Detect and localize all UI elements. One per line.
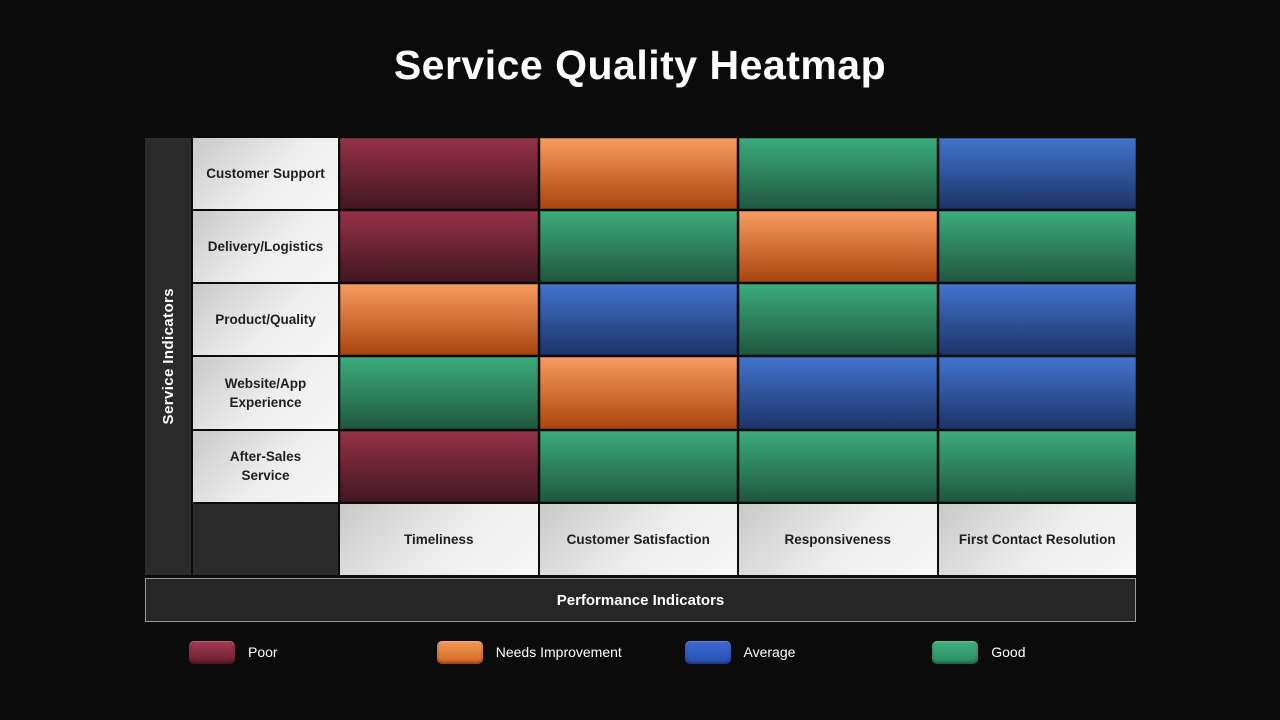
- heatmap-cell: [340, 138, 538, 210]
- heatmap-cell: [938, 211, 1136, 283]
- legend-swatch-good: [932, 640, 979, 664]
- legend-item: Good: [888, 640, 1136, 664]
- heatmap-cell: [739, 211, 937, 283]
- heatmap-cell: [539, 211, 737, 283]
- heatmap-cell: [938, 284, 1136, 356]
- column-label: Customer Satisfaction: [539, 503, 737, 575]
- row-label: Customer Support: [193, 138, 338, 210]
- page-title: Service Quality Heatmap: [393, 42, 887, 88]
- legend-item: Poor: [145, 640, 393, 664]
- heatmap-cell: [539, 138, 737, 210]
- legend-label: Poor: [248, 644, 278, 660]
- heatmap-cell: [340, 211, 538, 283]
- heatmap-cell: [340, 430, 538, 502]
- legend-swatch-poor: [189, 640, 235, 664]
- y-axis-label: Service Indicators: [159, 288, 177, 425]
- legend-item: Average: [641, 640, 889, 664]
- legend-label: Good: [991, 644, 1026, 660]
- row-label: Delivery/Logistics: [193, 211, 338, 283]
- legend-label: Needs Improvement: [495, 644, 622, 660]
- column-label: Timeliness: [340, 503, 538, 575]
- legend-swatch-needs-improvement: [436, 640, 483, 664]
- column-label: Responsiveness: [739, 503, 937, 575]
- heatmap-cell: [938, 138, 1136, 210]
- corner-cell: [193, 503, 338, 575]
- row-label: Website/App Experience: [193, 357, 338, 429]
- legend-item: Needs Improvement: [393, 640, 641, 664]
- row-label: After-Sales Service: [193, 430, 338, 502]
- heatmap-cell: [340, 357, 538, 429]
- x-axis-label: Performance Indicators: [556, 591, 725, 609]
- heatmap-grid: Service Indicators Customer Support Deliv…: [145, 138, 1136, 575]
- legend: Poor Needs Improvement Average Good: [145, 638, 1136, 666]
- heatmap-cell: [539, 430, 737, 502]
- column-label: First Contact Resolution: [938, 503, 1136, 575]
- heatmap-cell: [938, 430, 1136, 502]
- heatmap-cell: [539, 284, 737, 356]
- heatmap-cell: [739, 430, 937, 502]
- heatmap-cell: [739, 138, 937, 210]
- x-axis-band: Performance Indicators: [145, 578, 1136, 622]
- heatmap-cell: [340, 284, 538, 356]
- heatmap-cell: [938, 357, 1136, 429]
- heatmap-cell: [739, 284, 937, 356]
- legend-swatch-average: [684, 640, 731, 664]
- legend-label: Average: [743, 644, 796, 660]
- y-axis-band: Service Indicators: [145, 138, 191, 575]
- heatmap-cell: [539, 357, 737, 429]
- row-label: Product/Quality: [193, 284, 338, 356]
- heatmap-cell: [739, 357, 937, 429]
